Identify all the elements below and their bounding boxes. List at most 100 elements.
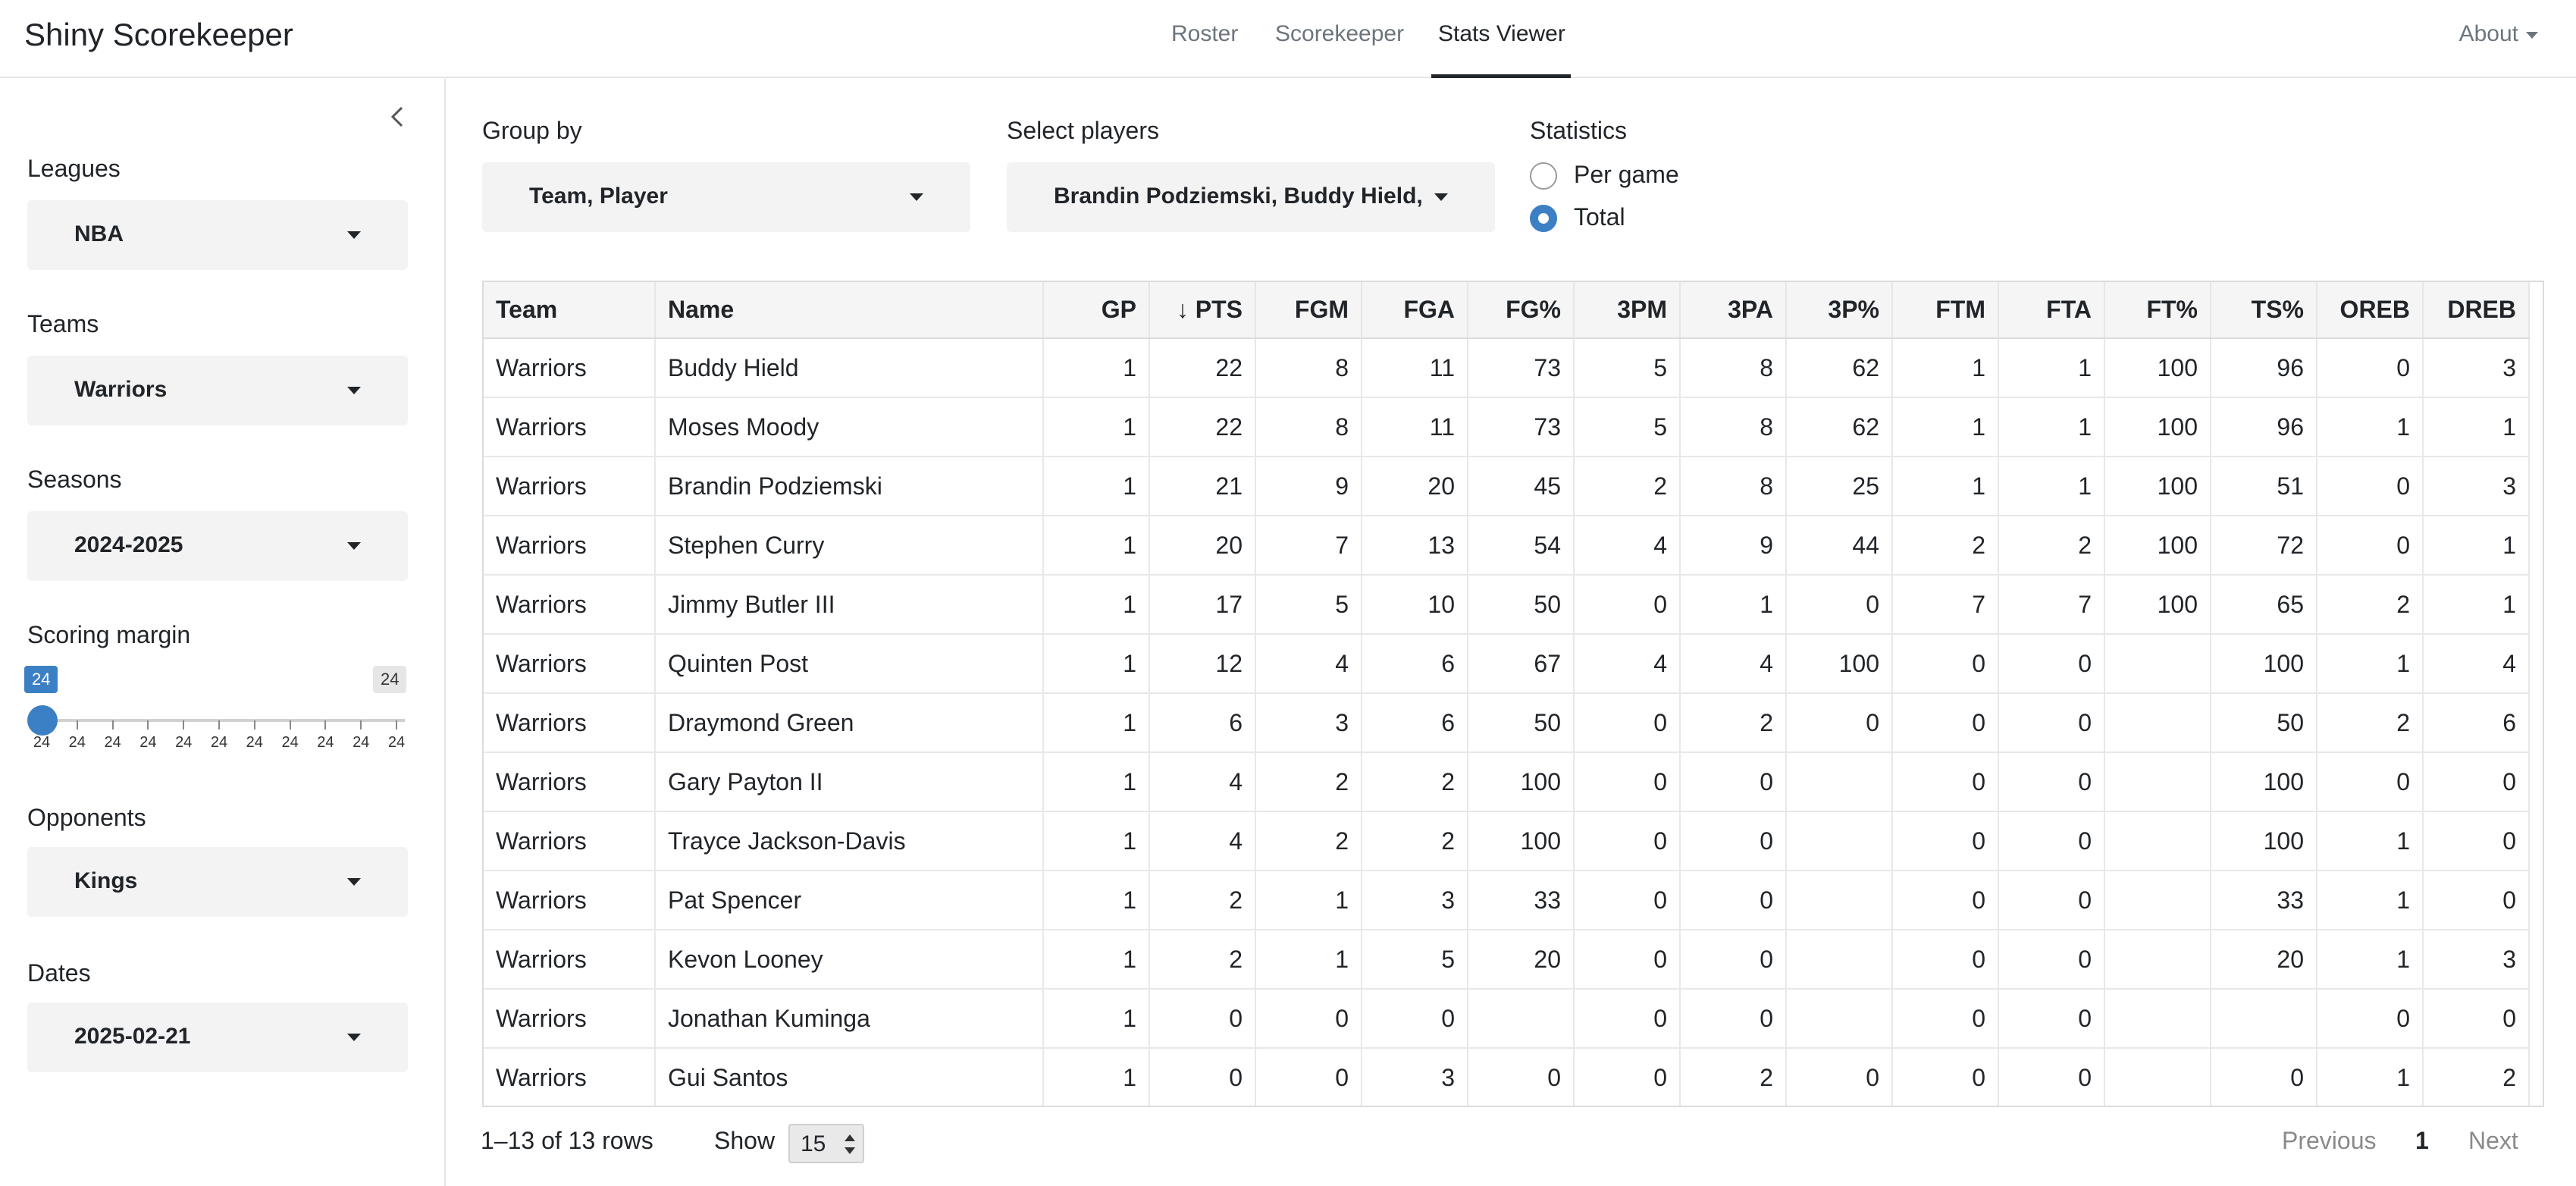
table-row: Warriors Kevon Looney 1 2 1 5 20 0 0 0 0 20 1 3 <box>484 930 2530 990</box>
table-cell: 1 <box>2423 397 2530 457</box>
slider-tick <box>289 720 291 729</box>
select-players-label: Select players <box>1007 117 1159 144</box>
table-cell: 51 <box>2211 457 2317 516</box>
collapse-sidebar-button[interactable] <box>387 102 409 132</box>
column-header[interactable]: FGM <box>1255 282 1362 339</box>
table-cell: 100 <box>2104 457 2211 516</box>
table-cell: Warriors <box>484 752 656 812</box>
seasons-select[interactable]: 2024-2025 <box>27 511 408 581</box>
column-header[interactable]: TS% <box>2211 282 2317 339</box>
table-cell: 0 <box>1574 1048 1681 1106</box>
table-cell: 1 <box>2317 634 2424 694</box>
table-cell: 0 <box>1468 1048 1575 1106</box>
table-cell: 1 <box>1043 871 1150 930</box>
table-cell: 20 <box>1362 457 1468 516</box>
opponents-select[interactable]: Kings <box>27 847 408 917</box>
table-cell: Quinten Post <box>655 634 1044 694</box>
leagues-value: NBA <box>74 221 124 246</box>
table-cell: 2 <box>1255 752 1362 812</box>
group-by-select[interactable]: Team, Player <box>482 162 970 232</box>
table-cell: 0 <box>1574 811 1681 871</box>
seasons-label: Seasons <box>27 466 122 493</box>
table-cell: 0 <box>2423 811 2530 871</box>
table-cell: 1 <box>1892 457 1999 516</box>
page-1-button[interactable]: 1 <box>2415 1127 2429 1154</box>
table-cell: 8 <box>1255 397 1362 457</box>
column-header[interactable]: 3PA <box>1680 282 1787 339</box>
table-cell: 0 <box>1680 752 1787 812</box>
table-cell <box>2104 989 2211 1049</box>
tab-scorekeeper[interactable]: Scorekeeper <box>1275 21 1405 46</box>
stats-table: Team Name GP ↓ PTS FGM FGA FG% 3PM 3PA 3P% FTM FTA F… <box>482 281 2544 1107</box>
table-cell: 8 <box>1680 338 1787 398</box>
table-cell: 5 <box>1574 338 1681 398</box>
radio-button[interactable] <box>1530 162 1557 190</box>
table-cell: 1 <box>1255 930 1362 990</box>
table-cell: 1 <box>1043 457 1150 516</box>
group-by-label: Group by <box>482 117 582 144</box>
column-header[interactable]: DREB <box>2423 282 2530 339</box>
select-players-value: Brandin Podziemski, Buddy Hield, I <box>1054 184 1430 209</box>
radio-per-game-label: Per game <box>1574 161 1679 188</box>
table-cell <box>1786 930 1893 990</box>
column-header[interactable]: GP <box>1043 282 1150 339</box>
scoring-margin-label: Scoring margin <box>27 621 191 648</box>
column-header[interactable]: FTM <box>1892 282 1999 339</box>
select-players-select[interactable]: Brandin Podziemski, Buddy Hield, I <box>1007 162 1495 232</box>
column-header[interactable]: FT% <box>2104 282 2211 339</box>
column-header[interactable]: 3P% <box>1786 282 1893 339</box>
slider-tick <box>396 720 397 729</box>
table-cell: 6 <box>1362 693 1468 753</box>
chevron-down-icon <box>347 1034 361 1041</box>
table-cell: 0 <box>1574 575 1681 635</box>
table-cell: 3 <box>2423 338 2530 398</box>
table-cell: 62 <box>1786 397 1893 457</box>
page-size-select[interactable]: 15 <box>788 1124 864 1163</box>
table-cell: 0 <box>1574 693 1681 753</box>
table-cell: Warriors <box>484 397 656 457</box>
about-menu[interactable]: About <box>2459 21 2538 47</box>
table-row: Warriors Quinten Post 1 12 4 6 67 4 4 100 0 0 100 1 4 <box>484 634 2530 694</box>
table-cell: 1 <box>1043 752 1150 812</box>
tab-stats-viewer[interactable]: Stats Viewer <box>1438 21 1565 46</box>
radio-button-selected[interactable] <box>1530 205 1557 232</box>
table-cell: 1 <box>1998 338 2105 398</box>
column-header[interactable]: OREB <box>2317 282 2424 339</box>
table-cell: 0 <box>1255 989 1362 1049</box>
table-cell: Warriors <box>484 575 656 635</box>
column-header[interactable]: ↓ PTS <box>1149 282 1256 339</box>
table-cell: 5 <box>1362 930 1468 990</box>
table-cell: 100 <box>2104 338 2211 398</box>
slider-tick-label: 24 <box>281 734 299 751</box>
table-cell: Warriors <box>484 457 656 516</box>
table-cell: 72 <box>2211 516 2317 576</box>
slider-handle[interactable] <box>27 705 58 736</box>
table-cell: 6 <box>2423 693 2530 753</box>
previous-button[interactable]: Previous <box>2282 1127 2377 1154</box>
slider-tick <box>183 720 185 729</box>
slider-min-badge: 24 <box>24 666 58 693</box>
tab-roster[interactable]: Roster <box>1171 21 1239 46</box>
teams-select[interactable]: Warriors <box>27 356 408 425</box>
dates-select[interactable]: 2025-02-21 <box>27 1002 408 1072</box>
column-header[interactable]: Name <box>655 282 1044 339</box>
column-header[interactable]: FG% <box>1468 282 1575 339</box>
table-cell: 2 <box>1680 693 1787 753</box>
column-header[interactable]: Team <box>484 282 656 339</box>
table-cell: 0 <box>1149 989 1256 1049</box>
table-cell: 0 <box>1998 989 2105 1049</box>
next-button[interactable]: Next <box>2468 1127 2518 1154</box>
leagues-select[interactable]: NBA <box>27 200 408 270</box>
slider-tick <box>253 720 255 729</box>
table-cell: Warriors <box>484 634 656 694</box>
slider-track[interactable] <box>41 719 405 722</box>
column-header[interactable]: 3PM <box>1574 282 1681 339</box>
table-cell <box>1786 989 1893 1049</box>
table-cell: 20 <box>1468 930 1575 990</box>
table-cell: 0 <box>1149 1048 1256 1106</box>
table-cell: 0 <box>1255 1048 1362 1106</box>
table-cell: 100 <box>1786 634 1893 694</box>
column-header[interactable]: FTA <box>1998 282 2105 339</box>
column-header[interactable]: FGA <box>1362 282 1468 339</box>
table-cell: 1 <box>1043 989 1150 1049</box>
